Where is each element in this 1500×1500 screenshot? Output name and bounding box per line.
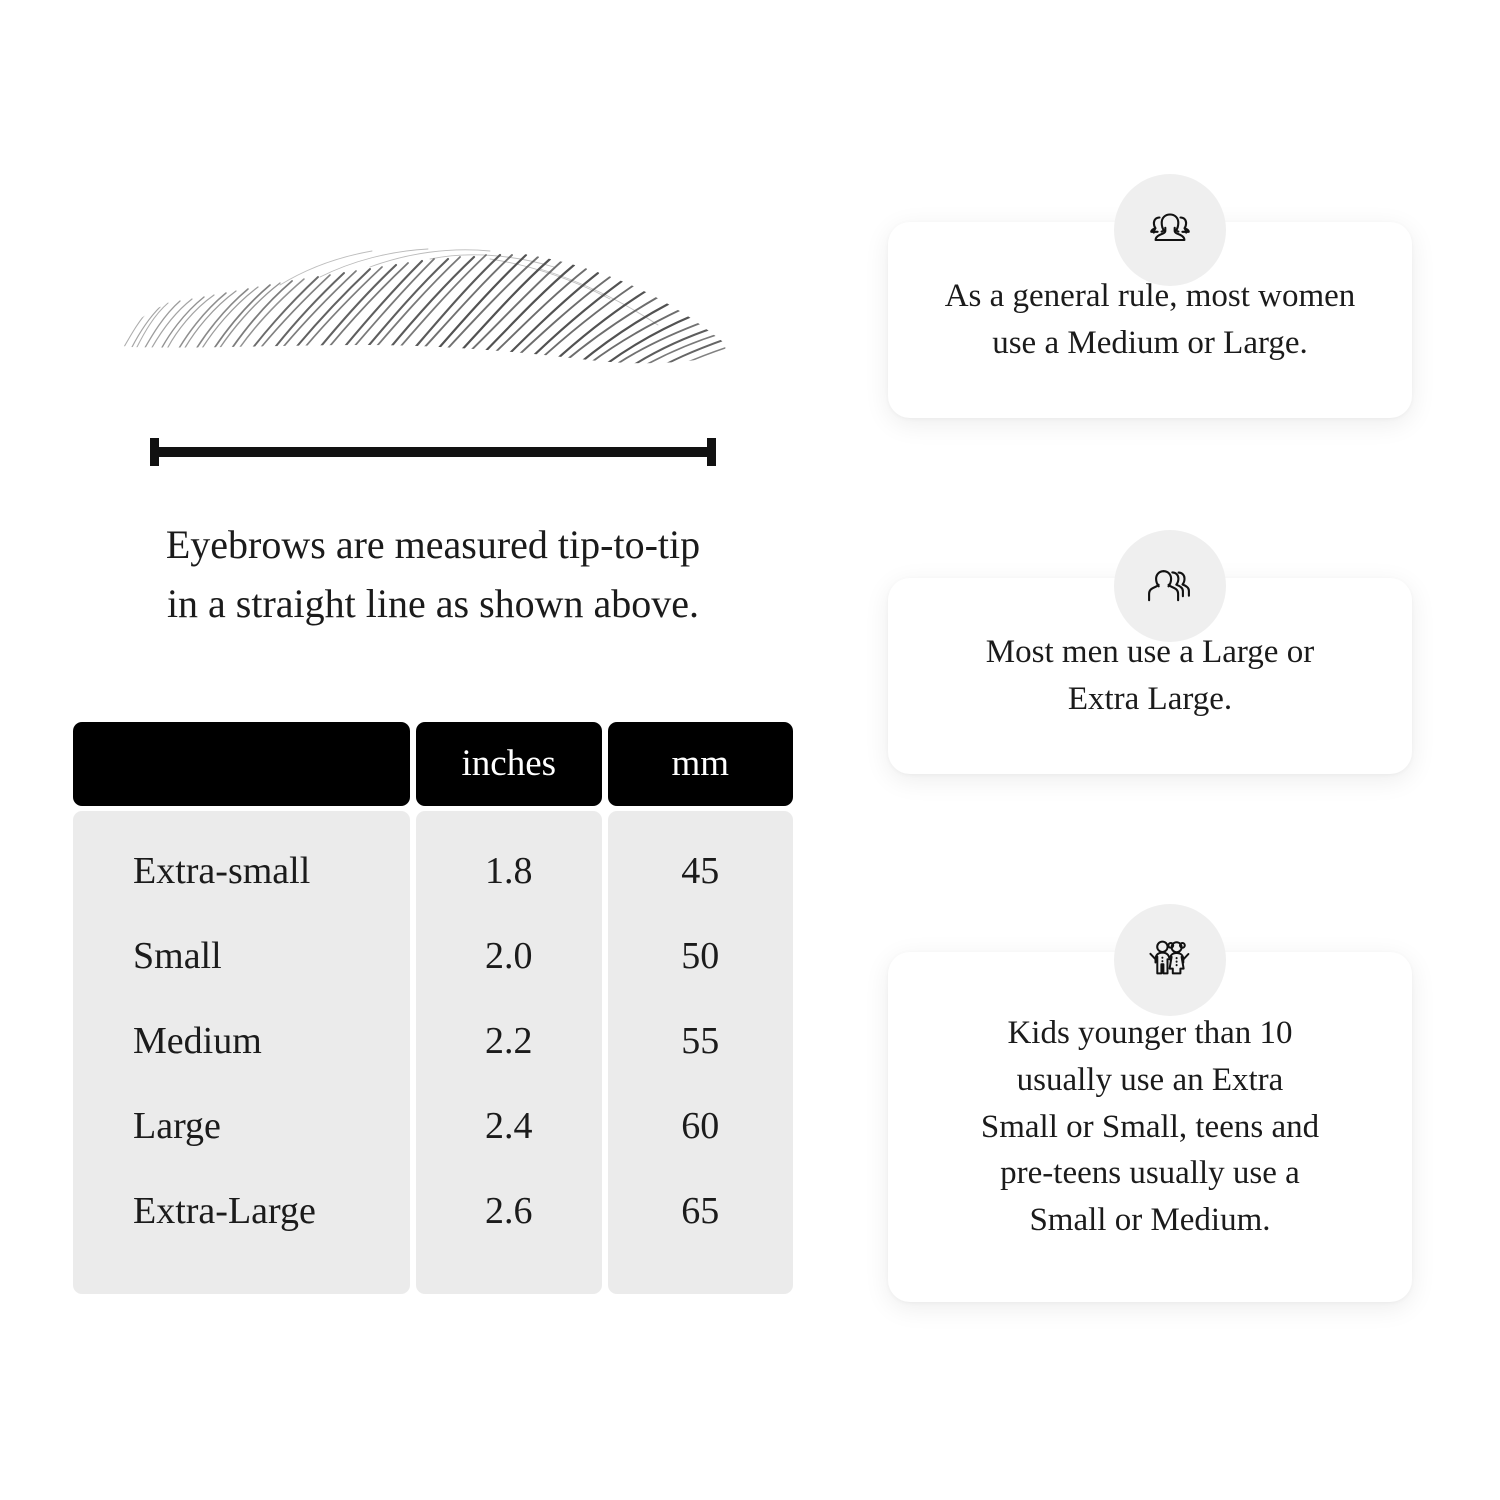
card-line: use a Medium or Large. <box>992 325 1308 361</box>
table-cell-inches: 2.6 <box>485 1190 533 1232</box>
table-cell-mm: 45 <box>681 850 720 892</box>
table-cell-mm: 50 <box>681 935 720 977</box>
table-cell-inches: 1.8 <box>485 850 533 892</box>
table-cell-inches: 2.2 <box>485 1020 533 1062</box>
card-line: Most men use a Large or <box>985 634 1315 671</box>
table-cell-mm: 65 <box>681 1190 720 1232</box>
caption-line-1: Eyebrows are measured tip-to-tip <box>165 522 701 567</box>
table-header-row: inches mm <box>73 722 793 806</box>
header-cell-inches: inches <box>416 722 602 806</box>
info-card-kids-text: Kids younger than 10 usually use an Extr… <box>953 1010 1347 1244</box>
eyebrow-illustration <box>110 215 750 415</box>
children-icon <box>1141 931 1199 989</box>
table-column-mm: 45 50 55 60 65 <box>607 811 793 1294</box>
info-card-men: Most men use a Large or Extra Large. <box>888 578 1412 774</box>
table-row: Small <box>133 935 222 977</box>
card-line: Small or Small, teens and <box>980 1108 1320 1145</box>
table-row: Large <box>133 1105 221 1147</box>
women-group-icon-badge <box>1114 174 1226 286</box>
table-cell-mm: 60 <box>681 1105 720 1147</box>
table-column-inches: 1.8 2.0 2.2 2.4 2.6 <box>416 811 602 1294</box>
header-cell-size <box>73 722 411 806</box>
measurement-caption: Eyebrows are measured tip-to-tip in a st… <box>73 516 793 634</box>
caption-line-2: in a straight line as shown above. <box>166 580 700 626</box>
info-card-men-text: Most men use a Large or Extra Large. <box>958 629 1342 723</box>
info-card-women-text: As a general rule, most women use a Medi… <box>917 273 1384 367</box>
card-line: Kids younger than 10 <box>1007 1014 1293 1051</box>
table-row: Medium <box>133 1020 262 1062</box>
card-line: Small or Medium. <box>1029 1202 1271 1239</box>
table-cell-inches: 2.4 <box>485 1105 533 1147</box>
card-line: pre-teens usually use a <box>1000 1155 1300 1192</box>
men-group-icon-badge <box>1114 530 1226 642</box>
table-body: Extra-small Small Medium Large Extra-Lar… <box>73 811 793 1294</box>
children-icon-badge <box>1114 904 1226 1016</box>
table-column-size: Extra-small Small Medium Large Extra-Lar… <box>73 811 411 1294</box>
women-group-icon <box>1141 201 1199 259</box>
card-line: usually use an Extra <box>1016 1061 1284 1098</box>
table-cell-inches: 2.0 <box>485 935 533 977</box>
info-card-kids: Kids younger than 10 usually use an Extr… <box>888 952 1412 1302</box>
measurement-bar <box>150 436 716 468</box>
header-cell-mm: mm <box>607 722 793 806</box>
table-row: Extra-small <box>133 850 311 892</box>
table-row: Extra-Large <box>133 1190 316 1232</box>
table-cell-mm: 55 <box>681 1020 720 1062</box>
card-line: Extra Large. <box>1067 681 1233 717</box>
men-group-icon <box>1141 557 1199 615</box>
info-cards-panel: As a general rule, most women use a Medi… <box>840 0 1500 1500</box>
size-chart-table: inches mm Extra-small Small Medium Large… <box>73 722 793 1294</box>
left-panel: Eyebrows are measured tip-to-tip in a st… <box>73 215 793 1294</box>
